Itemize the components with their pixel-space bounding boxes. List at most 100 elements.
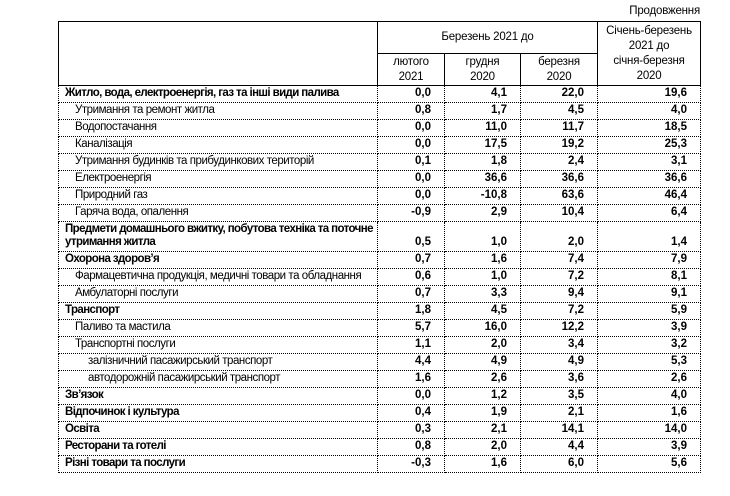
value-cell: 11,0 <box>444 119 521 137</box>
value-cell: 0,7 <box>377 285 445 303</box>
row-label-cell: Амбулаторні послуги <box>58 285 378 303</box>
value-cell: 0,0 <box>377 136 445 154</box>
table-row: Зв’язок 0,0 1,2 3,5 4,0 <box>58 387 702 405</box>
value-cell: 12,2 <box>519 319 599 337</box>
value-cell: 2,0 <box>444 336 521 354</box>
row-label-cell: Охорона здоров’я <box>58 251 378 269</box>
row-label-cell: Паливо та мастила <box>58 319 378 337</box>
row-label-cell: автодорожній пасажирський транспорт <box>58 370 378 388</box>
value-cell: 5,9 <box>597 302 702 320</box>
table-body: Житло, вода, електроенергія, газ та інші… <box>58 85 702 473</box>
value-cell: 4,4 <box>519 438 599 456</box>
table-row: Охорона здоров’я 0,7 1,6 7,4 7,9 <box>58 251 702 269</box>
value-cell: 0,5 <box>377 221 445 252</box>
value-cell: 2,4 <box>519 153 599 171</box>
value-cell: 1,9 <box>444 404 521 422</box>
header-row-sub: лютого 2021 грудня 2020 березня 2020 <box>59 53 701 86</box>
value-cell: 3,3 <box>444 285 521 303</box>
value-cell: 63,6 <box>519 187 599 205</box>
value-cell: 2,6 <box>444 370 521 388</box>
row-label-cell: Освіта <box>58 421 378 439</box>
table-row: Житло, вода, електроенергія, газ та інші… <box>58 85 702 103</box>
value-cell: 0,0 <box>377 170 445 188</box>
row-label-cell: Житло, вода, електроенергія, газ та інші… <box>58 85 378 103</box>
table-row: Різні товари та послуги -0,3 1,6 6,0 5,6 <box>58 455 702 473</box>
value-cell: 3,4 <box>519 336 599 354</box>
value-cell: 4,1 <box>444 85 521 103</box>
value-cell: 9,4 <box>519 285 599 303</box>
value-cell: 2,9 <box>444 204 521 222</box>
row-label-cell: Природний газ <box>58 187 378 205</box>
header-col-feb2021: лютого 2021 <box>377 53 445 86</box>
value-cell: 2,1 <box>519 404 599 422</box>
value-cell: 19,6 <box>597 85 702 103</box>
value-cell: -10,8 <box>444 187 521 205</box>
table-row: Амбулаторні послуги 0,7 3,3 9,4 9,1 <box>58 285 702 303</box>
value-cell: 0,7 <box>377 251 445 269</box>
table-header: Березень 2021 до Січень-березень 2021 до… <box>58 21 702 86</box>
table-row: залізничний пасажирський транспорт 4,4 4,9… <box>58 353 702 371</box>
value-cell: 11,7 <box>519 119 599 137</box>
value-cell: 2,0 <box>519 221 599 252</box>
value-cell: 1,2 <box>444 387 521 405</box>
value-cell: 1,6 <box>444 251 521 269</box>
value-cell: 0,0 <box>377 187 445 205</box>
row-label-cell: Фармацевтична продукція, медичні товари … <box>58 268 378 286</box>
value-cell: 0,0 <box>377 85 445 103</box>
value-cell: 1,0 <box>444 268 521 286</box>
header-last-column: Січень-березень 2021 до січня-березня 20… <box>597 21 702 86</box>
value-cell: 14,1 <box>519 421 599 439</box>
value-cell: 0,8 <box>377 102 445 120</box>
value-cell: 0,3 <box>377 421 445 439</box>
row-label-cell: Гаряча вода, опалення <box>58 204 378 222</box>
row-label-cell: Каналізація <box>58 136 378 154</box>
value-cell: 2,0 <box>444 438 521 456</box>
value-cell: 1,6 <box>444 455 521 473</box>
row-label-cell: Відпочинок і культура <box>58 404 378 422</box>
table-row: Утримання та ремонт житла 0,8 1,7 4,5 4,0 <box>58 102 702 120</box>
value-cell: 7,2 <box>519 302 599 320</box>
value-cell: 0,4 <box>377 404 445 422</box>
value-cell: 1,7 <box>444 102 521 120</box>
table-row: Електроенергія 0,0 36,6 36,6 36,6 <box>58 170 702 188</box>
value-cell: 2,6 <box>597 370 702 388</box>
value-cell: 3,5 <box>519 387 599 405</box>
row-label-cell: Водопостачання <box>58 119 378 137</box>
row-label-cell: Транспортні послуги <box>58 336 378 354</box>
value-cell: 4,4 <box>377 353 445 371</box>
table-row: Ресторани та готелі 0,8 2,0 4,4 3,9 <box>58 438 702 456</box>
header-col-mar2020: березня 2020 <box>519 53 599 86</box>
table-row: Утримання будинків та прибудинкових тери… <box>58 153 702 171</box>
row-label-cell: Різні товари та послуги <box>58 455 378 473</box>
value-cell: 10,4 <box>519 204 599 222</box>
price-index-table: Березень 2021 до Січень-березень 2021 до… <box>58 21 702 473</box>
table-row: Паливо та мастила 5,7 16,0 12,2 3,9 <box>58 319 702 337</box>
value-cell: 4,9 <box>444 353 521 371</box>
table-row: Водопостачання 0,0 11,0 11,7 18,5 <box>58 119 702 137</box>
value-cell: 5,6 <box>597 455 702 473</box>
value-cell: 2,1 <box>444 421 521 439</box>
table-row: Освіта 0,3 2,1 14,1 14,0 <box>58 421 702 439</box>
value-cell: 25,3 <box>597 136 702 154</box>
value-cell: 46,4 <box>597 187 702 205</box>
row-label-cell: Транспорт <box>58 302 378 320</box>
row-label-cell: Утримання та ремонт житла <box>58 102 378 120</box>
value-cell: 36,6 <box>597 170 702 188</box>
value-cell: 16,0 <box>444 319 521 337</box>
value-cell: 17,5 <box>444 136 521 154</box>
value-cell: 36,6 <box>444 170 521 188</box>
value-cell: 36,6 <box>519 170 599 188</box>
value-cell: 5,7 <box>377 319 445 337</box>
value-cell: 4,5 <box>519 102 599 120</box>
value-cell: -0,3 <box>377 455 445 473</box>
value-cell: 1,4 <box>597 221 702 252</box>
table-row: Каналізація 0,0 17,5 19,2 25,3 <box>58 136 702 154</box>
value-cell: 3,6 <box>519 370 599 388</box>
row-label-cell: Утримання будинків та прибудинкових тери… <box>58 153 378 171</box>
value-cell: 7,9 <box>597 251 702 269</box>
value-cell: 4,0 <box>597 102 702 120</box>
row-label-cell: Електроенергія <box>58 170 378 188</box>
value-cell: 4,5 <box>444 302 521 320</box>
value-cell: 1,1 <box>377 336 445 354</box>
table-row: Фармацевтична продукція, медичні товари … <box>58 268 702 286</box>
